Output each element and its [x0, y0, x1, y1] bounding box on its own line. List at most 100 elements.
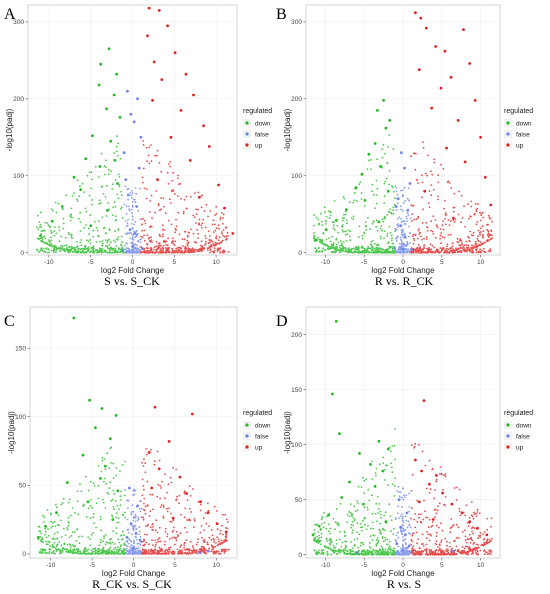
cloud-point	[345, 540, 347, 543]
cloud-point	[154, 544, 157, 546]
baseline-point	[430, 248, 433, 251]
cloud-point	[402, 487, 405, 490]
cloud-point	[315, 524, 318, 526]
cloud-point	[473, 511, 475, 514]
cloud-point	[215, 212, 218, 215]
cloud-point	[108, 541, 111, 544]
cloud-point	[103, 477, 106, 480]
cloud-point	[333, 228, 336, 231]
cloud-point	[195, 241, 198, 244]
baseline-point	[392, 552, 395, 555]
baseline-point	[133, 249, 136, 251]
cloud-point	[336, 523, 339, 526]
baseline-point	[345, 249, 347, 251]
cloud-point	[220, 241, 222, 244]
baseline-point	[462, 550, 465, 553]
cloud-point	[401, 220, 404, 222]
cloud-point	[380, 513, 382, 516]
cloud-point	[105, 184, 108, 187]
cloud-point	[106, 452, 109, 455]
cloud-point	[79, 185, 81, 188]
cloud-point	[163, 543, 166, 546]
cloud-point	[379, 522, 381, 525]
cloud-point	[392, 209, 395, 212]
cloud-point	[342, 219, 344, 222]
cloud-point	[350, 523, 353, 526]
data-point-false	[121, 249, 124, 252]
cloud-point	[87, 246, 90, 248]
cloud-point	[428, 539, 431, 542]
baseline-point	[373, 553, 375, 556]
cloud-point	[155, 241, 158, 243]
cloud-point	[400, 221, 403, 224]
cloud-point	[357, 502, 359, 505]
data-point-up	[224, 530, 228, 534]
baseline-point	[384, 248, 387, 251]
cloud-point	[57, 514, 60, 517]
baseline-point	[450, 548, 453, 551]
cloud-point	[114, 205, 117, 208]
cloud-point	[313, 214, 315, 217]
cloud-point	[384, 536, 387, 539]
cloud-point	[350, 526, 352, 529]
baseline-point	[448, 251, 450, 254]
cloud-point	[207, 509, 210, 512]
cloud-point	[441, 236, 444, 238]
cloud-point	[461, 546, 464, 548]
baseline-point	[112, 552, 115, 555]
baseline-point	[429, 549, 431, 552]
cloud-point	[178, 502, 181, 505]
cloud-point	[143, 229, 146, 232]
data-point-down	[116, 182, 119, 185]
cloud-point	[46, 543, 49, 546]
cloud-point	[381, 148, 384, 151]
cloud-point	[155, 519, 158, 522]
cloud-point	[76, 490, 79, 493]
cloud-point	[196, 228, 199, 231]
panel-caption: R vs. R_CK	[375, 274, 434, 288]
cloud-point	[414, 526, 417, 529]
cloud-point	[162, 244, 165, 247]
cloud-point	[128, 208, 131, 211]
x-tick-label: 0	[401, 259, 405, 266]
cloud-point	[422, 146, 425, 149]
baseline-point	[435, 250, 437, 252]
cloud-point	[216, 536, 219, 538]
legend-label-up: up	[255, 143, 263, 150]
legend-key-down	[245, 423, 249, 427]
cloud-point	[342, 195, 345, 198]
cloud-point	[107, 493, 110, 495]
cloud-point	[36, 237, 39, 240]
baseline-point	[392, 549, 395, 551]
panel-letter: A	[4, 6, 16, 23]
point-cloud	[37, 446, 230, 555]
cloud-point	[156, 495, 159, 498]
cloud-point	[468, 237, 471, 239]
cloud-point	[397, 536, 400, 539]
baseline-point	[187, 249, 189, 252]
cloud-point	[466, 538, 469, 541]
cloud-point	[389, 208, 391, 211]
cloud-point	[491, 220, 493, 223]
x-axis-title: log2 Fold Change	[101, 266, 165, 275]
cloud-point	[346, 521, 349, 524]
cloud-point	[137, 209, 140, 212]
cloud-point	[70, 236, 73, 238]
baseline-point	[176, 548, 179, 551]
x-axis-title: log2 Fold Change	[102, 569, 166, 578]
cloud-point	[421, 450, 424, 453]
cloud-point	[343, 530, 346, 533]
baseline-point	[346, 251, 349, 254]
y-tick-label: 150	[15, 345, 26, 352]
cloud-point	[56, 543, 59, 546]
cloud-point	[395, 239, 398, 242]
legend-key-false	[506, 132, 510, 136]
cloud-point	[47, 243, 50, 246]
baseline-point	[98, 548, 100, 550]
cloud-point	[168, 219, 170, 222]
baseline-point	[463, 248, 466, 251]
cloud-point	[116, 135, 118, 138]
baseline-point	[377, 249, 379, 252]
cloud-point	[118, 185, 121, 188]
panel-letter: C	[4, 313, 15, 330]
